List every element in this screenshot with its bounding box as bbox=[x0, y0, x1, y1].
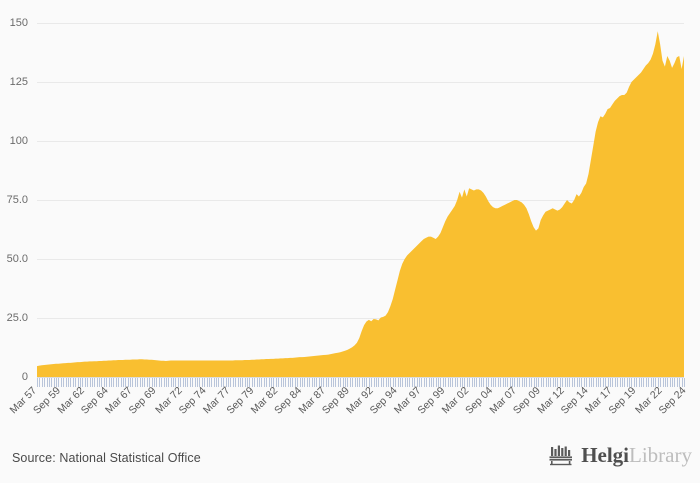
y-tick-label: 100 bbox=[10, 135, 28, 147]
abacus-icon bbox=[549, 445, 573, 466]
x-tick-label: Sep 24 bbox=[656, 385, 688, 417]
logo-wordmark: HelgiLibrary bbox=[581, 442, 692, 467]
y-tick-label: 125 bbox=[10, 76, 28, 88]
area-fill-path bbox=[37, 31, 684, 377]
y-tick-label: 0 bbox=[22, 371, 28, 383]
area-series bbox=[37, 31, 684, 377]
chart-area: 150 125 100 75.0 50.0 25.0 0 Mar 57 Sep 59 Mar 6… bbox=[7, 17, 689, 417]
logo-primary-text: Helgi bbox=[581, 442, 630, 467]
y-tick-label: 50.0 bbox=[7, 253, 28, 265]
y-axis-tick-labels: 150 125 100 75.0 50.0 25.0 0 bbox=[7, 17, 28, 383]
source-label: Source: National Statistical Office bbox=[12, 451, 201, 465]
gridlines bbox=[37, 23, 684, 319]
x-tick-label: Sep 69 bbox=[126, 385, 158, 417]
y-tick-label: 25.0 bbox=[7, 312, 28, 324]
x-minor-ticks bbox=[36, 378, 686, 387]
y-tick-label: 75.0 bbox=[7, 194, 28, 206]
logo-secondary-text: Library bbox=[629, 442, 692, 467]
helgi-library-logo[interactable]: HelgiLibrary bbox=[549, 444, 692, 466]
chart-footer: Source: National Statistical Office bbox=[0, 430, 700, 483]
y-tick-label: 150 bbox=[10, 17, 28, 29]
x-tick-label: Sep 19 bbox=[606, 385, 638, 417]
